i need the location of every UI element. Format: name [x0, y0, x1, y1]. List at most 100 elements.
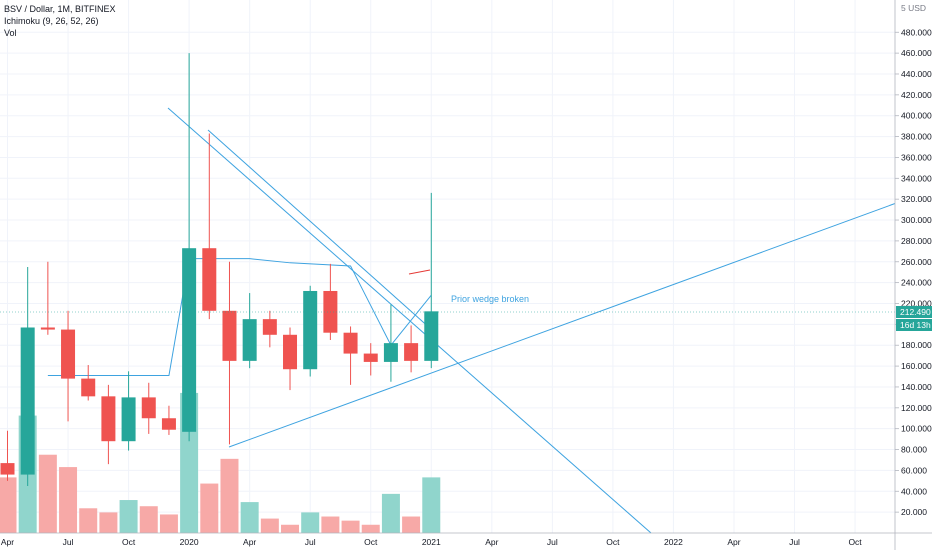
- y-tick-label: 300.000: [901, 215, 932, 225]
- candle-body: [303, 290, 318, 370]
- volume-bar: [38, 454, 57, 533]
- volume-bar: [139, 506, 158, 533]
- y-tick-label: 180.000: [901, 340, 932, 350]
- y-tick-label: 160.000: [901, 361, 932, 371]
- descending-trendline: [167, 107, 652, 534]
- ichimoku-span-line: [47, 258, 432, 376]
- candle-body: [343, 332, 358, 354]
- volume-bar: [402, 516, 421, 533]
- volume-bar: [301, 512, 320, 533]
- ascending-trendline: [228, 189, 932, 448]
- candle-body: [404, 343, 419, 361]
- y-tick-label: 480.000: [901, 27, 932, 37]
- volume-bar: [0, 477, 17, 533]
- volume-bar: [281, 524, 300, 533]
- x-tick-label: Jul: [63, 537, 74, 547]
- candle-body: [40, 327, 55, 330]
- indicator-label[interactable]: Ichimoku (9, 26, 52, 26): [4, 16, 99, 26]
- x-tick-label: Jul: [789, 537, 800, 547]
- annotation-text: Prior wedge broken: [451, 294, 529, 304]
- candle-body: [424, 311, 439, 361]
- time-axis: Apr Jul Oct 2020 Apr Jul Oct 2021 Apr Jul Oct 2022 A…: [1, 537, 862, 547]
- candle-body: [262, 319, 277, 335]
- y-tick-label: 40.000: [901, 486, 927, 496]
- y-tick-label: 80.000: [901, 445, 927, 455]
- x-tick-label: Oct: [364, 537, 378, 547]
- y-tick-label: 280.000: [901, 236, 932, 246]
- price-axis-bg[interactable]: [895, 0, 932, 550]
- candle-body: [283, 334, 298, 370]
- candle-body: [20, 327, 35, 475]
- y-tick-label: 220.000: [901, 298, 932, 308]
- volume-bar: [321, 516, 340, 533]
- y-tick-label: 240.000: [901, 278, 932, 288]
- x-tick-label: Apr: [485, 537, 498, 547]
- candle-body: [202, 248, 217, 311]
- candle-body: [363, 353, 378, 362]
- volume-bar: [59, 467, 78, 533]
- volume-bar: [422, 477, 441, 533]
- x-tick-label: 2021: [422, 537, 441, 547]
- volume-label[interactable]: Vol: [4, 28, 17, 38]
- price-badge: [896, 306, 932, 318]
- candle-body: [383, 343, 398, 362]
- grid-lines: [0, 0, 895, 533]
- y-tick-label: 140.000: [901, 382, 932, 392]
- axis-unit-label: 5 USD: [901, 3, 926, 13]
- candle-body: [242, 319, 257, 361]
- volume-bar: [79, 508, 98, 533]
- volume-bar: [361, 524, 380, 533]
- x-tick-label: 2020: [180, 537, 199, 547]
- candle-body: [161, 418, 176, 430]
- y-tick-label: 460.000: [901, 48, 932, 58]
- volume-bar: [260, 518, 279, 533]
- ichimoku-lagging-line: [408, 269, 431, 275]
- volume-bar: [200, 483, 219, 533]
- x-tick-label: Apr: [727, 537, 740, 547]
- y-tick-label: 400.000: [901, 111, 932, 121]
- candle-body: [121, 397, 136, 442]
- candle-body: [141, 397, 156, 419]
- y-tick-label: 360.000: [901, 152, 932, 162]
- volume-bar: [220, 458, 239, 533]
- x-tick-label: Oct: [606, 537, 620, 547]
- y-tick-label: 380.000: [901, 132, 932, 142]
- x-tick-label: Oct: [848, 537, 862, 547]
- candle-body: [222, 310, 237, 361]
- y-tick-label: 120.000: [901, 403, 932, 413]
- volume-bar: [341, 520, 360, 533]
- y-tick-label: 340.000: [901, 173, 932, 183]
- volume-bar: [240, 502, 259, 533]
- countdown-badge-value: 16d 13h: [900, 320, 931, 330]
- candle-body: [0, 463, 15, 475]
- volume-bar: [381, 493, 400, 533]
- symbol-title[interactable]: BSV / Dollar, 1M, BITFINEX: [4, 4, 116, 14]
- x-tick-label: Jul: [305, 537, 316, 547]
- countdown-badge: [896, 319, 932, 331]
- y-tick-label: 100.000: [901, 424, 932, 434]
- candlesticks: [0, 53, 439, 487]
- price-badge-value: 212.490: [900, 307, 931, 317]
- y-tick-label: 320.000: [901, 194, 932, 204]
- volume-bar: [159, 514, 178, 533]
- wedge-upper-line: [207, 129, 433, 331]
- drawing-lines: [47, 107, 932, 534]
- candle-body: [101, 396, 116, 442]
- candle-body: [182, 248, 197, 432]
- x-tick-label: Apr: [1, 537, 14, 547]
- x-tick-label: Apr: [243, 537, 256, 547]
- x-tick-label: Jul: [547, 537, 558, 547]
- candle-body: [81, 378, 96, 397]
- volume-bar: [99, 512, 118, 533]
- y-tick-label: 420.000: [901, 90, 932, 100]
- y-tick-label: 440.000: [901, 69, 932, 79]
- volume-bar: [119, 500, 138, 533]
- x-tick-label: 2022: [664, 537, 683, 547]
- y-tick-label: 260.000: [901, 257, 932, 267]
- y-tick-label: 60.000: [901, 465, 927, 475]
- x-tick-label: Oct: [122, 537, 136, 547]
- y-tick-label: 20.000: [901, 507, 927, 517]
- chart-legend: BSV / Dollar, 1M, BITFINEX Ichimoku (9, …: [4, 3, 116, 39]
- candle-body: [61, 329, 76, 379]
